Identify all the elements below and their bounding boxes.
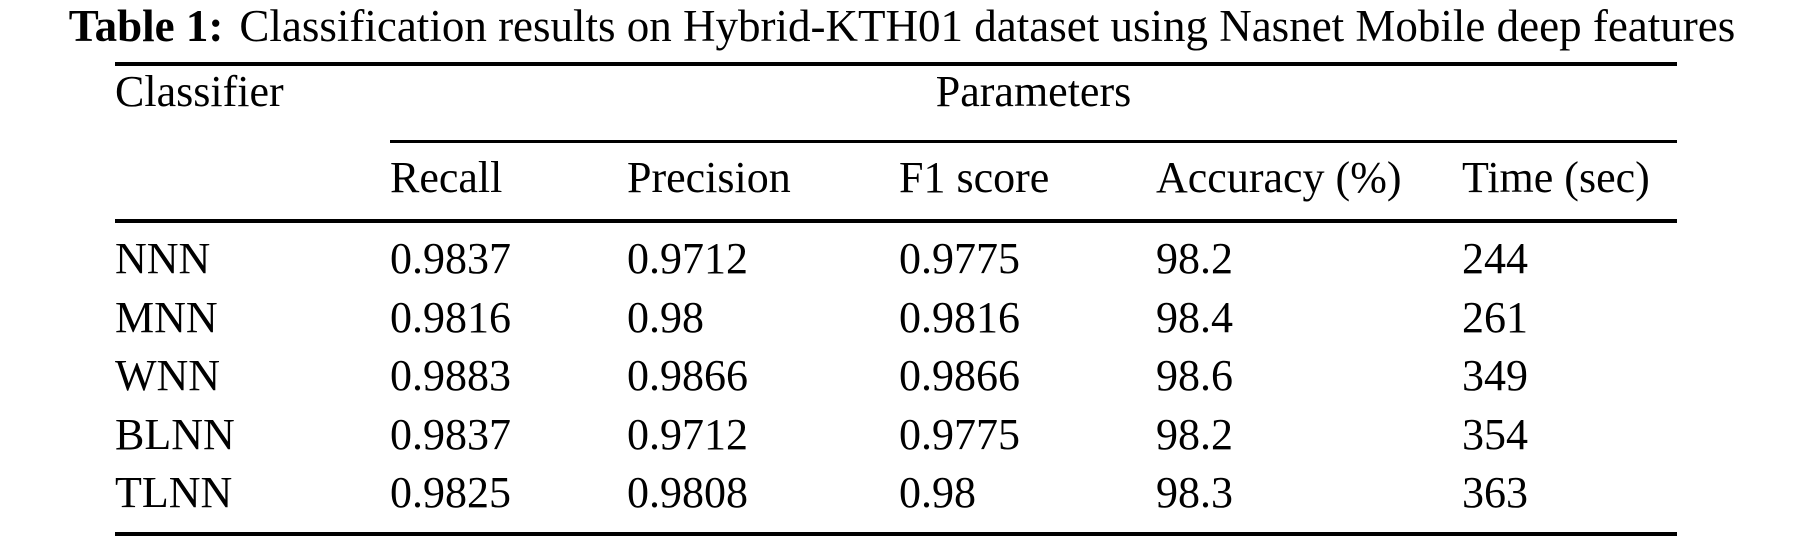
column-header-time: Time (sec) xyxy=(1462,153,1650,202)
table-cell: 349 xyxy=(1462,351,1528,400)
table-cell: 98.2 xyxy=(1156,410,1233,459)
table-cell: 98.2 xyxy=(1156,234,1233,283)
table-cell: 0.9866 xyxy=(627,351,748,400)
table-cell: 0.9712 xyxy=(627,410,748,459)
table-cell: 98.3 xyxy=(1156,468,1233,517)
table-cell: 354 xyxy=(1462,410,1528,459)
table-cell: 0.9883 xyxy=(390,351,511,400)
row-label-mnn: MNN xyxy=(115,293,218,342)
table-cell: 0.9712 xyxy=(627,234,748,283)
table-cell: 0.9808 xyxy=(627,468,748,517)
table-cell: 0.9775 xyxy=(899,410,1020,459)
row-label-wnn: WNN xyxy=(115,351,221,400)
column-header-recall: Recall xyxy=(390,153,503,202)
column-header-f1-score: F1 score xyxy=(899,153,1050,202)
table-cell: 0.9866 xyxy=(899,351,1020,400)
table-cell: 363 xyxy=(1462,468,1528,517)
table-caption-text: Classification results on Hybrid-KTH01 d… xyxy=(239,1,1736,51)
table-cell: 0.9825 xyxy=(390,468,511,517)
table-cell: 244 xyxy=(1462,234,1528,283)
row-label-tlnn: TLNN xyxy=(115,468,233,517)
table-cell: 0.98 xyxy=(899,468,976,517)
table-cell: 0.9837 xyxy=(390,234,511,283)
table-cell: 98.4 xyxy=(1156,293,1233,342)
row-label-nnn: NNN xyxy=(115,234,211,283)
table-caption: Table 1: Classification results on Hybrid… xyxy=(0,1,1804,52)
table-cell: 0.98 xyxy=(627,293,704,342)
group-header-parameters: Parameters xyxy=(935,67,1132,116)
top-rule xyxy=(115,62,1677,66)
table-cell: 98.6 xyxy=(1156,351,1233,400)
table-cell: 0.9816 xyxy=(899,293,1020,342)
table-cell: 0.9837 xyxy=(390,410,511,459)
table-cell: 261 xyxy=(1462,293,1528,342)
column-header-classifier: Classifier xyxy=(115,67,284,116)
column-header-accuracy: Accuracy (%) xyxy=(1156,153,1402,202)
bottom-rule xyxy=(115,532,1677,536)
table-cell: 0.9816 xyxy=(390,293,511,342)
table-caption-label: Table 1: xyxy=(68,1,224,51)
table-cell: 0.9775 xyxy=(899,234,1020,283)
column-header-precision: Precision xyxy=(627,153,791,202)
parameters-rule xyxy=(390,140,1677,143)
row-label-blnn: BLNN xyxy=(115,410,235,459)
header-rule xyxy=(115,219,1677,223)
